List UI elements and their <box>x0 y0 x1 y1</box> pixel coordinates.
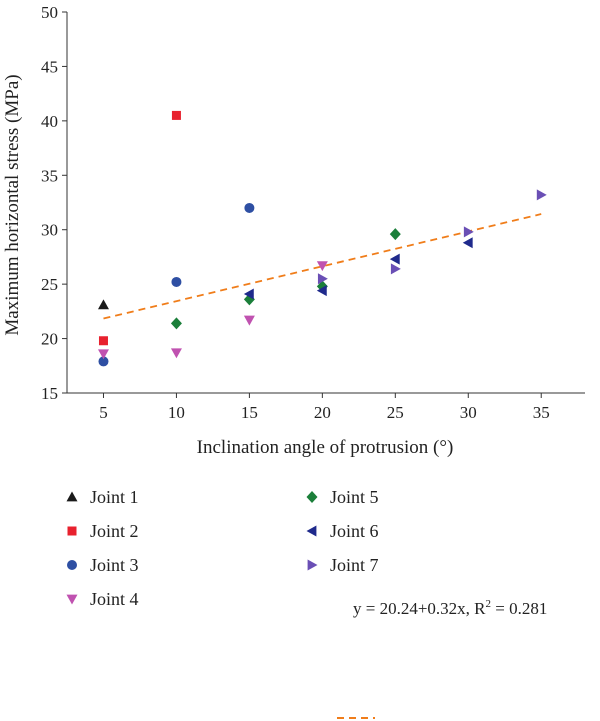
data-point <box>462 237 473 249</box>
data-point <box>390 263 401 275</box>
y-tick-label: 45 <box>41 57 58 76</box>
data-point <box>536 189 547 201</box>
legend-marker <box>306 491 318 503</box>
legend-marker <box>67 560 77 570</box>
legend-marker <box>66 594 78 605</box>
data-point <box>170 348 182 359</box>
legend-label: Joint 7 <box>330 555 379 575</box>
legend-item: Joint 7 <box>307 555 379 575</box>
y-tick-label: 20 <box>41 330 58 349</box>
y-tick-label: 40 <box>41 112 58 131</box>
data-point <box>97 299 109 310</box>
axes: 15 20 25 30 35 40 45 50 5 10 15 20 25 30 35 <box>41 3 585 422</box>
legend-label: Joint 5 <box>330 487 379 507</box>
legend-item: Joint 2 <box>67 521 139 541</box>
series-3 <box>98 202 255 367</box>
data-point <box>317 273 328 285</box>
y-tick-label: 50 <box>41 3 58 22</box>
y-tick-label: 25 <box>41 275 58 294</box>
data-point <box>98 356 109 367</box>
legend-label: Joint 4 <box>90 589 139 609</box>
y-tick-label: 35 <box>41 166 58 185</box>
x-tick-label: 15 <box>241 403 258 422</box>
data-point <box>171 110 181 120</box>
data-point <box>244 202 255 213</box>
x-tick-label: 35 <box>533 403 550 422</box>
series-2 <box>98 110 181 346</box>
y-axis-title: Maximum horizontal stress (MPa) <box>2 74 23 335</box>
x-tick-label: 20 <box>314 403 331 422</box>
legend-label: Joint 2 <box>90 521 139 541</box>
data-point <box>97 349 109 360</box>
legend-item: Joint 6 <box>306 521 379 541</box>
legend-marker <box>66 491 78 502</box>
regression-equation: y = 20.24+0.32x, R2 = 0.281 <box>353 598 547 618</box>
x-tick-label: 25 <box>387 403 404 422</box>
legend-item: Joint 3 <box>67 555 139 575</box>
y-tick-label: 15 <box>41 384 58 403</box>
equation-main: y = 20.24+0.32x, R <box>353 599 486 618</box>
data-point <box>170 317 182 330</box>
legend-marker <box>67 526 77 536</box>
data-point <box>243 288 254 300</box>
series-4 <box>97 261 328 360</box>
data-point <box>389 228 401 241</box>
series-7 <box>317 189 547 285</box>
series-1 <box>97 299 109 310</box>
data-point <box>389 253 400 265</box>
legend-item: Joint 1 <box>66 487 139 507</box>
data-point <box>463 226 474 238</box>
y-tick-label: 30 <box>41 221 58 240</box>
data-points <box>97 110 547 367</box>
legend-label: Joint 1 <box>90 487 139 507</box>
data-point <box>98 336 108 346</box>
legend: Joint 1 Joint 2 Joint 3 Joint 4 Joint 5 Joint… <box>66 487 379 609</box>
data-point <box>316 285 327 297</box>
data-point <box>243 315 255 326</box>
x-tick-label: 30 <box>460 403 477 422</box>
x-axis-title: Inclination angle of protrusion (°) <box>197 437 454 458</box>
x-tick-label: 5 <box>99 403 108 422</box>
legend-marker <box>306 525 317 537</box>
data-point <box>316 261 328 272</box>
legend-label: Joint 3 <box>90 555 139 575</box>
x-tick-label: 10 <box>168 403 185 422</box>
r2-value: = 0.281 <box>491 599 547 618</box>
series-5 <box>170 228 401 330</box>
legend-item: Joint 5 <box>306 487 379 507</box>
series-6 <box>243 237 473 300</box>
legend-item: Joint 4 <box>66 589 139 609</box>
data-point <box>171 276 182 287</box>
r2-superscript: 2 <box>486 598 492 610</box>
legend-marker <box>307 559 318 571</box>
legend-label: Joint 6 <box>330 521 379 541</box>
